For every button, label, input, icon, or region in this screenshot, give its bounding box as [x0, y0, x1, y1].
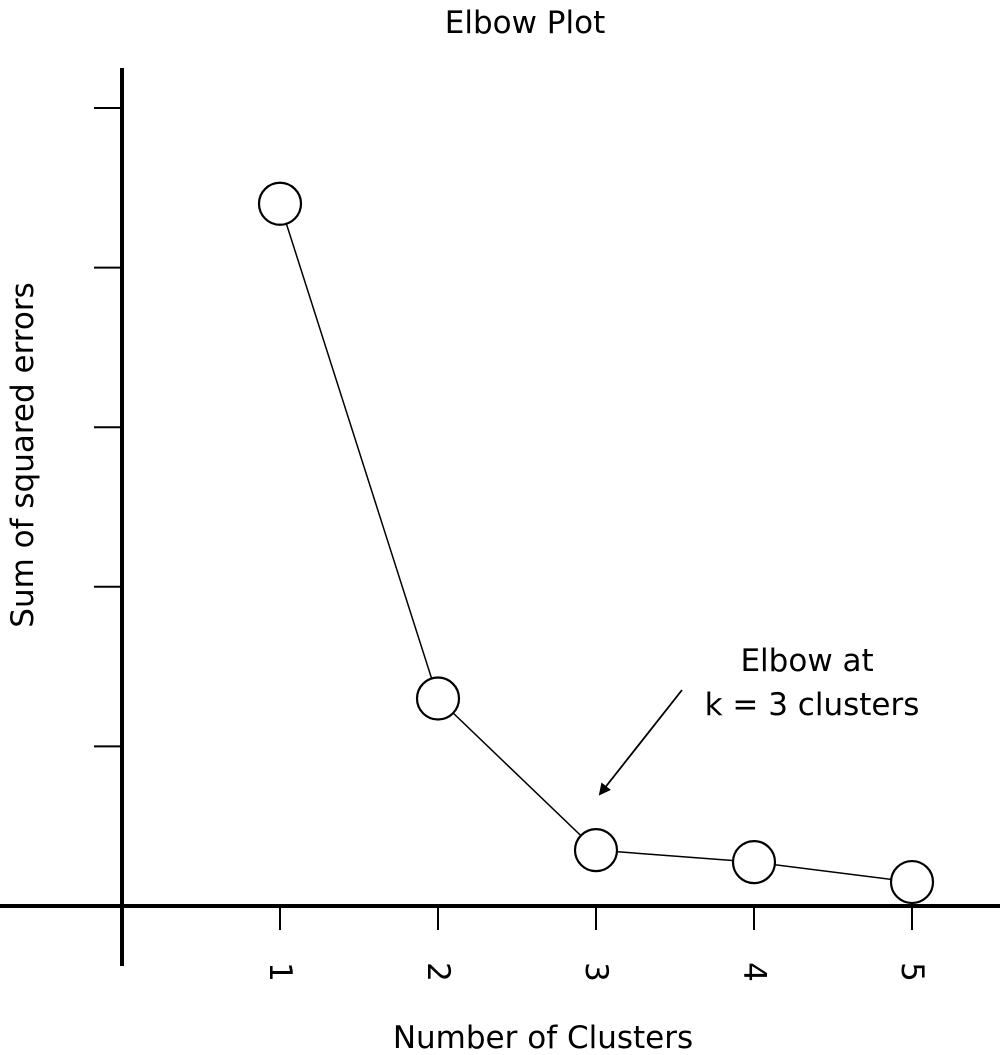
data-point-1	[257, 181, 303, 226]
x-axis-label: Number of Clusters	[393, 1020, 693, 1055]
annotation-arrow	[598, 689, 683, 796]
x-tick-labels: 1 2 3 4 5	[262, 962, 930, 982]
annotation-line-2: k = 3 clusters	[705, 687, 920, 723]
chart-title: Elbow Plot	[445, 5, 605, 41]
x-tick-label-4: 4	[736, 962, 772, 982]
annotation-text: Elbow at k = 3 clusters	[705, 643, 920, 723]
series-line	[279, 203, 913, 883]
x-ticks	[279, 906, 913, 930]
data-point-2	[415, 676, 461, 721]
data-point-3	[573, 828, 619, 873]
data-points	[257, 181, 935, 905]
y-axis-label: Sum of squared errors	[5, 282, 41, 627]
x-tick-label-3: 3	[578, 962, 614, 982]
y-ticks	[94, 107, 122, 748]
data-point-4	[731, 840, 777, 885]
x-tick-label-5: 5	[894, 962, 930, 982]
x-tick-label-2: 2	[420, 962, 456, 982]
data-point-5	[889, 859, 935, 905]
x-tick-label-1: 1	[262, 962, 298, 982]
annotation-line-1: Elbow at	[740, 643, 873, 679]
